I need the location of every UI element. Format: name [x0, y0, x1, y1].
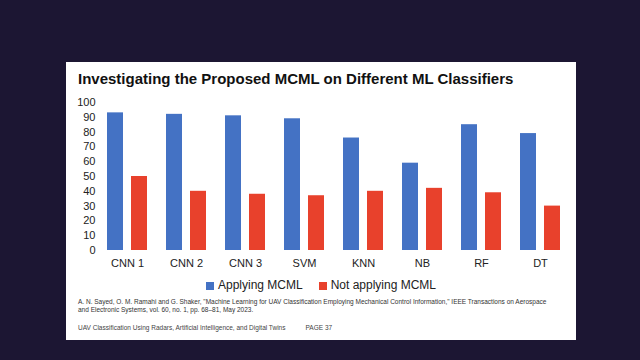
svg-text:SVM: SVM — [293, 257, 317, 269]
svg-text:70: 70 — [83, 140, 95, 152]
svg-text:CNN 3: CNN 3 — [229, 257, 262, 269]
svg-text:CNN 2: CNN 2 — [170, 257, 203, 269]
svg-text:50: 50 — [83, 170, 95, 182]
html-text:PAGE 37: PAGE 37 — [305, 324, 333, 331]
svg-text:20: 20 — [83, 214, 95, 226]
svg-text:60: 60 — [83, 155, 95, 167]
svg-text:KNN: KNN — [352, 257, 375, 269]
html-text:A. N. Sayed, O. M. Ramahi and: A. N. Sayed, O. M. Ramahi and G. Shaker,… — [78, 298, 547, 313]
svg-text:80: 80 — [83, 126, 95, 138]
svg-text:NB: NB — [415, 257, 430, 269]
svg-text:90: 90 — [83, 111, 95, 123]
svg-text:CNN 1: CNN 1 — [111, 257, 144, 269]
svg-text:RF: RF — [474, 257, 489, 269]
svg-text:DT: DT — [533, 257, 548, 269]
svg-text:40: 40 — [83, 185, 95, 197]
html-text:Applying MCML: Applying MCML — [218, 278, 303, 292]
html-text:Investigating the Proposed MCM: Investigating the Proposed MCML on Diffe… — [78, 70, 514, 87]
svg-text:10: 10 — [83, 229, 95, 241]
html-text:UAV Classification Using Radar: UAV Classification Using Radars, Artific… — [78, 324, 286, 331]
svg-text:0: 0 — [89, 244, 95, 256]
html-text:Not applying MCML: Not applying MCML — [330, 278, 436, 292]
svg-text:100: 100 — [77, 96, 95, 108]
svg-text:30: 30 — [83, 200, 95, 212]
